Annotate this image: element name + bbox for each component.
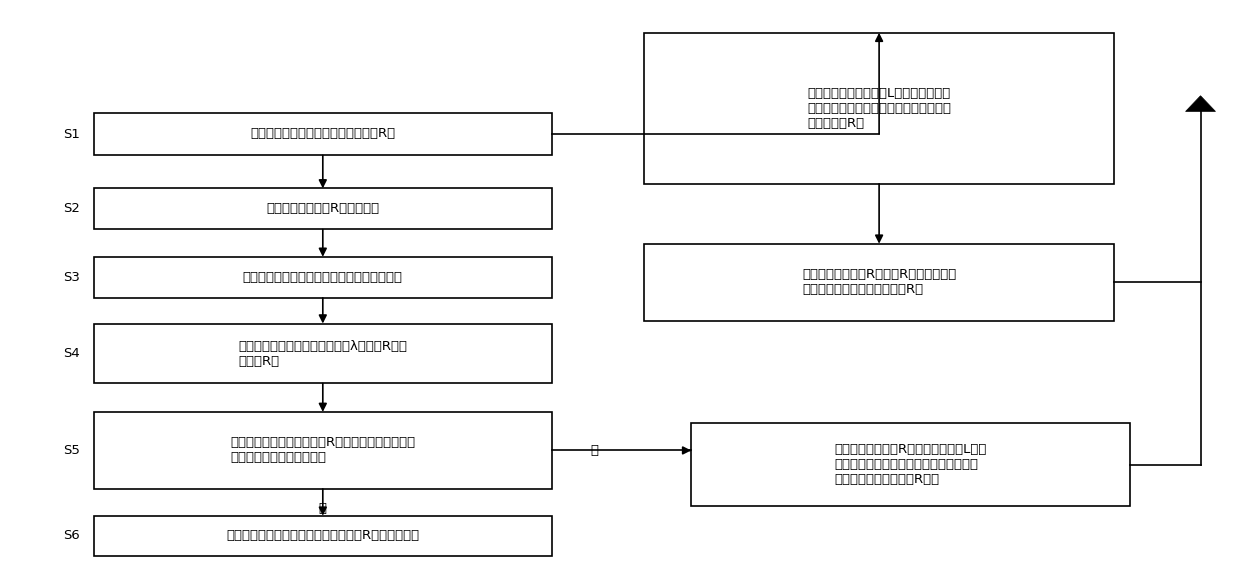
Text: 在位于最后的确认R峰之后的长度为L的时
间段内，寻找极大值点，将找到的极大值
点定义为第一层的候选R峰，: 在位于最后的确认R峰之后的长度为L的时 间段内，寻找极大值点，将找到的极大值 点… bbox=[834, 443, 986, 486]
Text: 否: 否 bbox=[318, 503, 327, 515]
Text: 检测设备判断最后一个确认R峰后面的心电图的时间
长度是否足够构建一条路径: 检测设备判断最后一个确认R峰后面的心电图的时间 长度是否足够构建一条路径 bbox=[230, 437, 415, 465]
Text: 是: 是 bbox=[591, 444, 598, 457]
Text: 检测设备保存最佳路径中的前面λ个候选R峰作
为确认R峰: 检测设备保存最佳路径中的前面λ个候选R峰作 为确认R峰 bbox=[238, 339, 408, 367]
Text: 检测设备根据心电图，确定若干候选R峰: 检测设备根据心电图，确定若干候选R峰 bbox=[250, 127, 395, 140]
Text: 根据第一层的候选R峰以及R峰之间的时间
距离，确定属于其它层的候选R峰: 根据第一层的候选R峰以及R峰之间的时间 距离，确定属于其它层的候选R峰 bbox=[802, 268, 957, 296]
Bar bbox=[94, 112, 551, 155]
Text: S3: S3 bbox=[63, 271, 81, 284]
Text: S2: S2 bbox=[63, 202, 81, 215]
Text: 检测设备寻找为假阳性和假阴性的确认R峰，进行校正: 检测设备寻找为假阳性和假阴性的确认R峰，进行校正 bbox=[227, 529, 419, 542]
Bar bbox=[691, 423, 1130, 506]
Text: S6: S6 bbox=[63, 529, 81, 542]
Text: 检测设备根据每条路径的特征，确定最佳路径: 检测设备根据每条路径的特征，确定最佳路径 bbox=[243, 271, 403, 284]
Polygon shape bbox=[1186, 96, 1215, 111]
Bar bbox=[94, 324, 551, 383]
Text: S5: S5 bbox=[63, 444, 81, 457]
Bar bbox=[94, 257, 551, 298]
Bar bbox=[644, 244, 1114, 321]
Bar bbox=[94, 516, 551, 556]
Text: S1: S1 bbox=[63, 128, 81, 141]
Text: 检测设备通过候选R峰确定路径: 检测设备通过候选R峰确定路径 bbox=[266, 202, 379, 215]
Bar bbox=[94, 412, 551, 489]
Bar bbox=[94, 189, 551, 229]
Bar bbox=[644, 33, 1114, 184]
Text: S4: S4 bbox=[63, 347, 81, 360]
Text: 在心电图开始的长度为L的时间段内，寻
找极大值点，将找到的极大值点定义为第
一层的候选R峰: 在心电图开始的长度为L的时间段内，寻 找极大值点，将找到的极大值点定义为第 一层… bbox=[807, 87, 952, 130]
